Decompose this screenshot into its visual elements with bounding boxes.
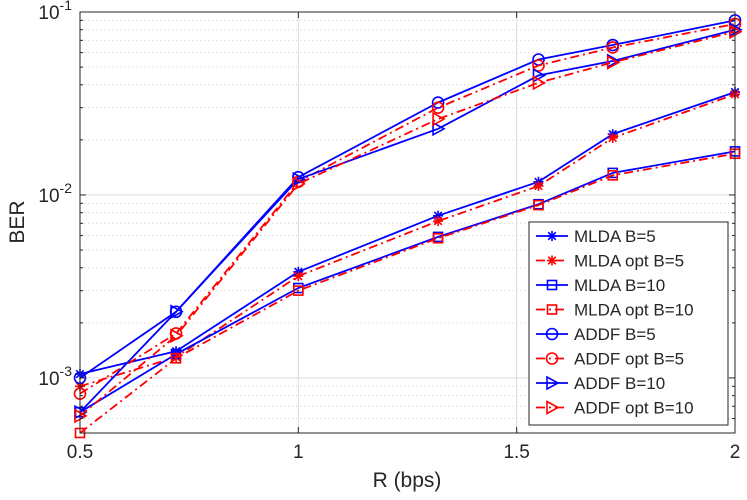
x-tick-label: 2 (730, 442, 741, 463)
data-point (292, 176, 307, 192)
data-point (433, 216, 444, 227)
legend-box (528, 221, 729, 426)
data-point (607, 170, 619, 181)
legend: MLDA B=5 MLDA opt B=5 MLDA B=10 MLDA opt B=… (528, 221, 729, 426)
data-point (432, 121, 446, 137)
legend-entry: MLDA opt B=5 (536, 252, 684, 271)
legend-entry: ADDF B=10 (536, 374, 665, 393)
data-point (606, 41, 620, 54)
legend-label: ADDF B=10 (574, 374, 665, 393)
legend-marker (547, 255, 557, 266)
y-tick-label: 10-3 (38, 363, 72, 390)
legend-entry: ADDF opt B=5 (536, 350, 684, 369)
legend-entry: ADDF opt B=10 (536, 399, 694, 418)
legend-label: MLDA opt B=10 (574, 301, 694, 320)
legend-label: ADDF opt B=5 (574, 350, 684, 369)
x-tick-label: 1 (293, 442, 304, 463)
series-4 (74, 148, 741, 439)
x-tick-label: 0.5 (67, 442, 93, 463)
legend-entry: ADDF B=5 (536, 325, 656, 344)
legend-label: ADDF opt B=10 (574, 399, 694, 418)
legend-marker (546, 375, 560, 391)
legend-label: MLDA B=10 (574, 276, 665, 295)
data-point (532, 75, 547, 91)
legend-marker (546, 279, 558, 291)
data-point (293, 285, 304, 296)
data-point (170, 328, 184, 344)
series-line (79, 23, 736, 395)
legend-entry: MLDA B=10 (536, 276, 665, 295)
legend-label: MLDA opt B=5 (574, 252, 684, 271)
legend-marker (546, 400, 560, 415)
axes-box (79, 11, 736, 434)
data-point (293, 271, 304, 282)
data-point (432, 232, 444, 244)
series-line (79, 152, 736, 434)
data-point (533, 180, 544, 191)
legend-entry: MLDA B=5 (536, 227, 656, 246)
data-point (431, 101, 445, 114)
data-point (607, 132, 618, 143)
data-point (170, 304, 184, 320)
data-point (532, 68, 547, 83)
y-tick-label: 10-2 (38, 180, 72, 207)
legend-marker (546, 304, 558, 315)
data-point (432, 111, 446, 127)
x-axis-label: R (bps) (373, 469, 442, 492)
legend-label: MLDA B=5 (574, 227, 656, 246)
data-point (532, 59, 545, 72)
y-axis-label: BER (6, 200, 29, 243)
y-tick-label: 10-1 (38, 0, 72, 24)
legend-marker (545, 352, 559, 365)
ticks-layer: 0.5 1 1.5 2 10-3 10-2 10-1 (38, 0, 740, 463)
legend-marker (545, 327, 559, 341)
series-line (79, 28, 736, 413)
minor-grid (80, 19, 735, 420)
legend-marker (547, 231, 557, 241)
legend-label: ADDF B=5 (574, 325, 656, 344)
legend-entry: MLDA opt B=10 (536, 301, 694, 320)
data-point (431, 96, 445, 109)
data-point (533, 199, 544, 211)
data-point (606, 55, 621, 70)
x-tick-label: 1.5 (503, 442, 529, 463)
data-point (170, 353, 182, 364)
